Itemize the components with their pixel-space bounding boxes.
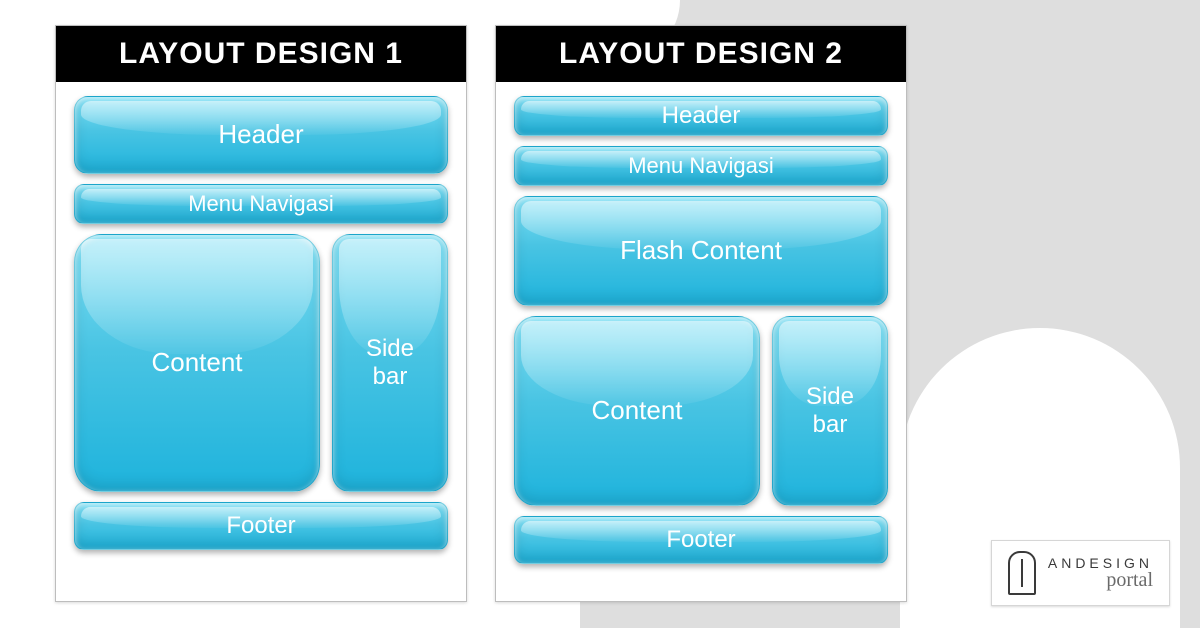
brand-line-2: portal bbox=[1048, 570, 1153, 590]
layout1-header-label: Header bbox=[218, 120, 303, 150]
brand-line-1: ANDESIGN bbox=[1048, 556, 1153, 570]
layout2-footer-label: Footer bbox=[666, 526, 735, 554]
layout1-sidebar-block: Sidebar bbox=[332, 234, 448, 492]
brand-text: ANDESIGN portal bbox=[1048, 556, 1153, 590]
layout2-flash-label: Flash Content bbox=[620, 236, 782, 266]
layout2-flash-block: Flash Content bbox=[514, 196, 888, 306]
layout1-footer-block: Footer bbox=[74, 502, 448, 550]
panel-2-body: Header Menu Navigasi Flash Content Conte… bbox=[496, 82, 906, 588]
canvas: LAYOUT DESIGN 1 Header Menu Navigasi Con… bbox=[0, 0, 1200, 628]
panel-layout-1: LAYOUT DESIGN 1 Header Menu Navigasi Con… bbox=[55, 25, 467, 602]
layout1-footer-label: Footer bbox=[226, 512, 295, 540]
layout2-content-label: Content bbox=[591, 396, 682, 426]
layout2-footer-block: Footer bbox=[514, 516, 888, 564]
layout2-sidebar-block: Sidebar bbox=[772, 316, 888, 506]
layout1-sidebar-label: Sidebar bbox=[366, 335, 414, 390]
layout1-nav-label: Menu Navigasi bbox=[188, 191, 334, 216]
panel-2-title: LAYOUT DESIGN 2 bbox=[496, 26, 906, 82]
layout1-content-block: Content bbox=[74, 234, 320, 492]
layout2-header-block: Header bbox=[514, 96, 888, 136]
layout1-header-block: Header bbox=[74, 96, 448, 174]
layout2-content-block: Content bbox=[514, 316, 760, 506]
brand-logo-icon bbox=[1008, 551, 1036, 595]
layout1-nav-block: Menu Navigasi bbox=[74, 184, 448, 224]
layout2-nav-label: Menu Navigasi bbox=[628, 153, 774, 178]
panel-1-title: LAYOUT DESIGN 1 bbox=[56, 26, 466, 82]
layout2-header-label: Header bbox=[662, 102, 741, 130]
layout1-content-label: Content bbox=[151, 348, 242, 378]
layout2-sidebar-label: Sidebar bbox=[806, 383, 854, 438]
panel-1-body: Header Menu Navigasi Content Sidebar Foo… bbox=[56, 82, 466, 574]
layout2-middle-row: Content Sidebar bbox=[514, 316, 888, 506]
layout2-nav-block: Menu Navigasi bbox=[514, 146, 888, 186]
layout1-middle-row: Content Sidebar bbox=[74, 234, 448, 492]
panel-layout-2: LAYOUT DESIGN 2 Header Menu Navigasi Fla… bbox=[495, 25, 907, 602]
brand-badge: ANDESIGN portal bbox=[991, 540, 1170, 606]
